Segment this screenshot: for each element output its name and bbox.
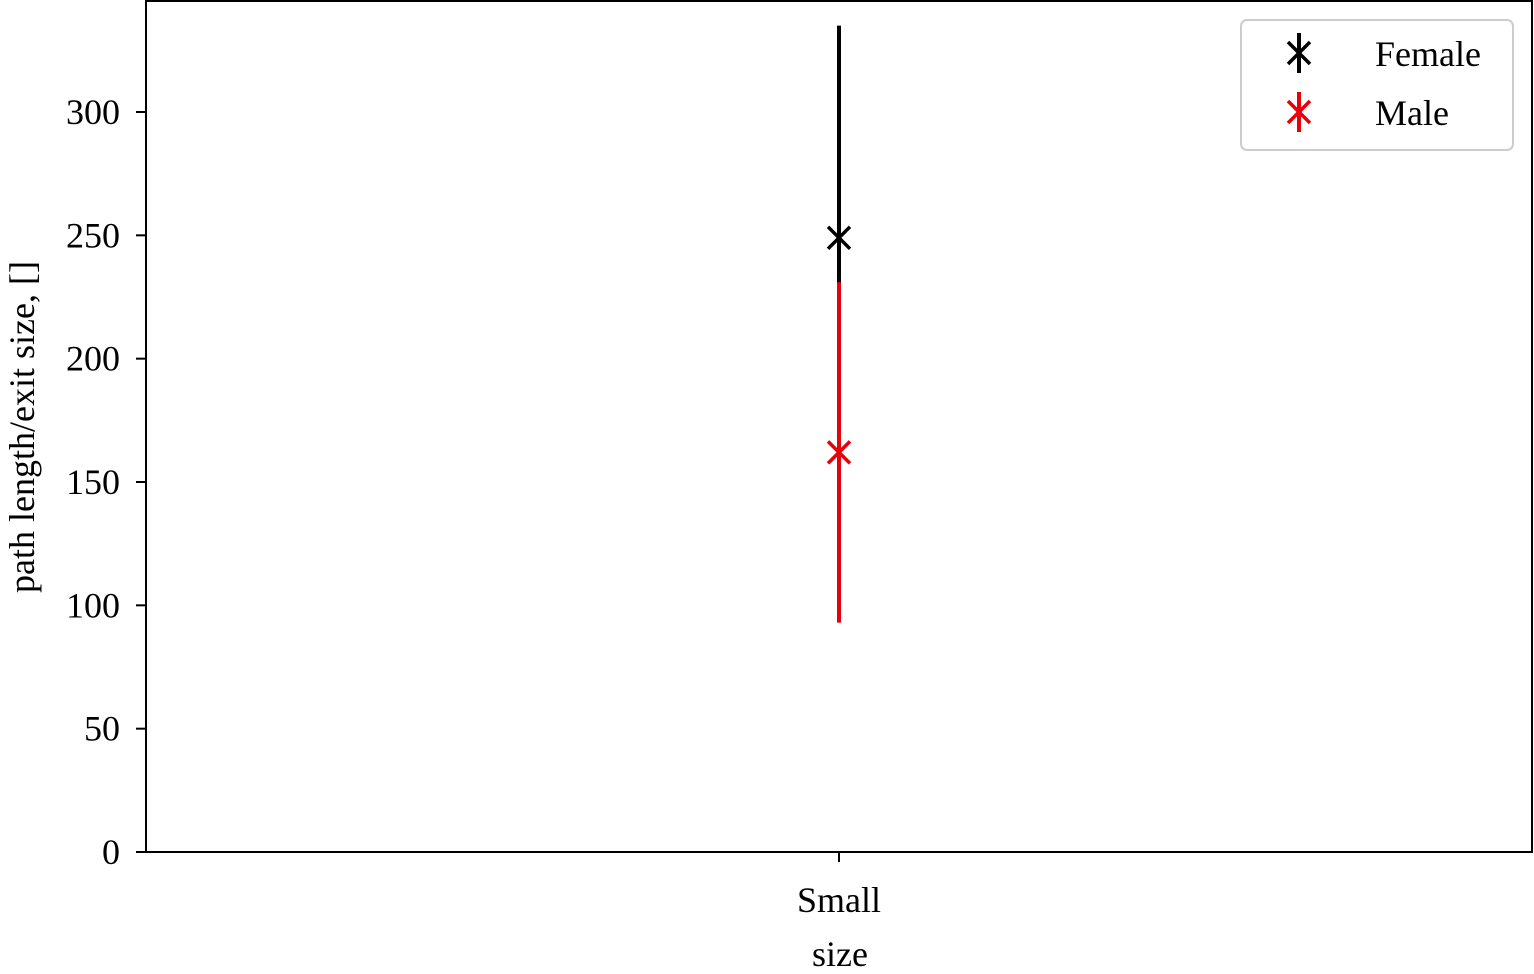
legend-marker xyxy=(1286,92,1312,132)
y-tick-label: 150 xyxy=(66,462,120,502)
legend: Female Male xyxy=(1240,19,1514,151)
y-tick-label: 200 xyxy=(66,339,120,379)
x-axis-ticks: Small xyxy=(797,852,881,920)
data-point-marker xyxy=(826,440,852,465)
y-tick-label: 300 xyxy=(66,92,120,132)
y-tick-label: 100 xyxy=(66,585,120,625)
y-tick-label: 50 xyxy=(84,709,120,749)
y-tick-label: 250 xyxy=(66,215,120,255)
legend-label: Female xyxy=(1375,34,1481,74)
legend-marker xyxy=(1286,33,1312,73)
legend-box xyxy=(1240,19,1514,151)
plot-series xyxy=(826,25,852,623)
legend-entry-male: Male xyxy=(1286,92,1449,133)
data-point-marker xyxy=(826,225,852,251)
legend-label: Male xyxy=(1375,93,1449,133)
y-axis-label: path length/exit size, [] xyxy=(2,261,42,593)
series-male xyxy=(826,282,852,623)
y-axis-ticks: 0 50 100 150 200 250 300 xyxy=(66,92,146,872)
y-tick-label: 0 xyxy=(102,832,120,872)
series-female xyxy=(826,25,852,285)
x-axis-label: size xyxy=(812,934,868,974)
x-tick-label: Small xyxy=(797,880,881,920)
legend-entry-female: Female xyxy=(1286,33,1481,74)
plot-area-frame xyxy=(145,0,1533,853)
legend-entries: Female Male xyxy=(1286,33,1481,133)
